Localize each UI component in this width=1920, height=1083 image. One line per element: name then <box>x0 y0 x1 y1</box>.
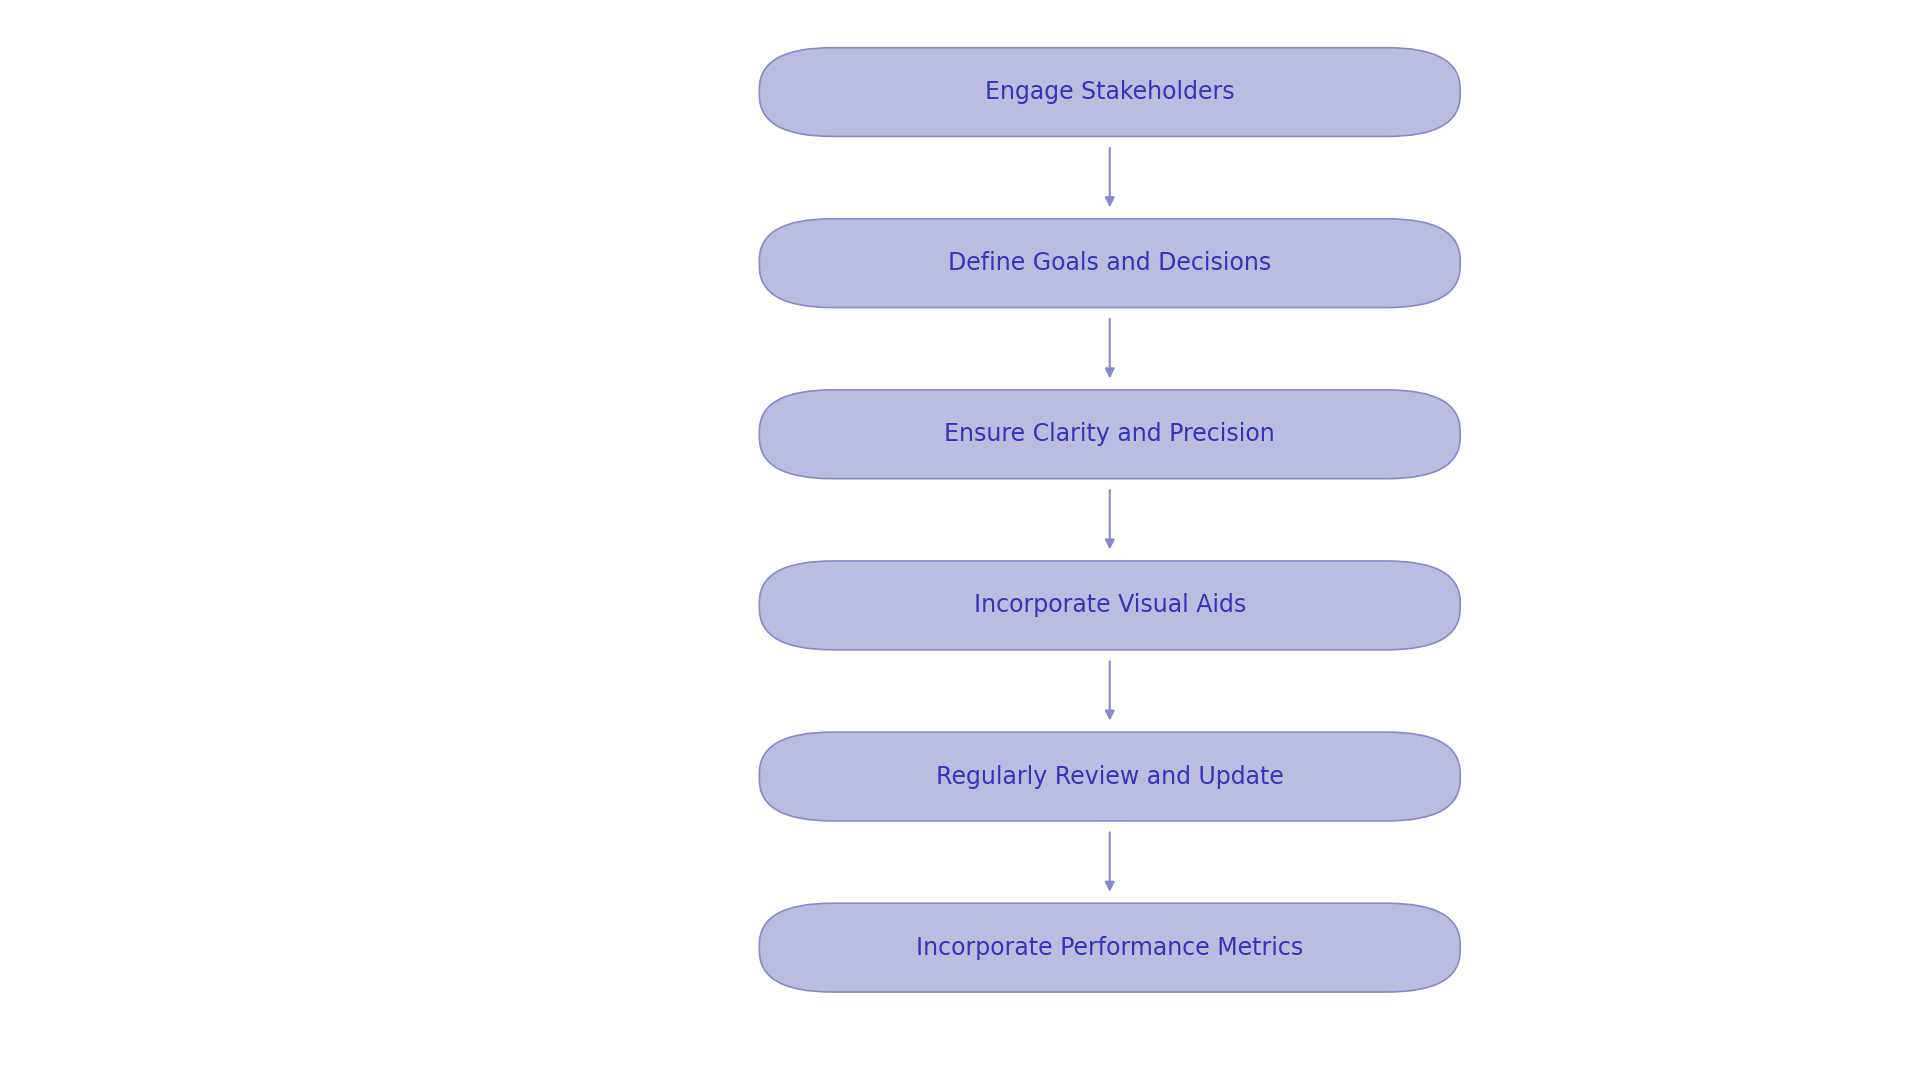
FancyBboxPatch shape <box>758 903 1459 992</box>
Text: Define Goals and Decisions: Define Goals and Decisions <box>948 251 1271 275</box>
FancyBboxPatch shape <box>758 48 1459 136</box>
FancyBboxPatch shape <box>758 732 1459 821</box>
Text: Incorporate Performance Metrics: Incorporate Performance Metrics <box>916 936 1304 960</box>
Text: Incorporate Visual Aids: Incorporate Visual Aids <box>973 593 1246 617</box>
Text: Engage Stakeholders: Engage Stakeholders <box>985 80 1235 104</box>
FancyBboxPatch shape <box>758 390 1459 479</box>
FancyBboxPatch shape <box>758 219 1459 308</box>
FancyBboxPatch shape <box>758 561 1459 650</box>
Text: Ensure Clarity and Precision: Ensure Clarity and Precision <box>945 422 1275 446</box>
Text: Regularly Review and Update: Regularly Review and Update <box>935 765 1284 788</box>
